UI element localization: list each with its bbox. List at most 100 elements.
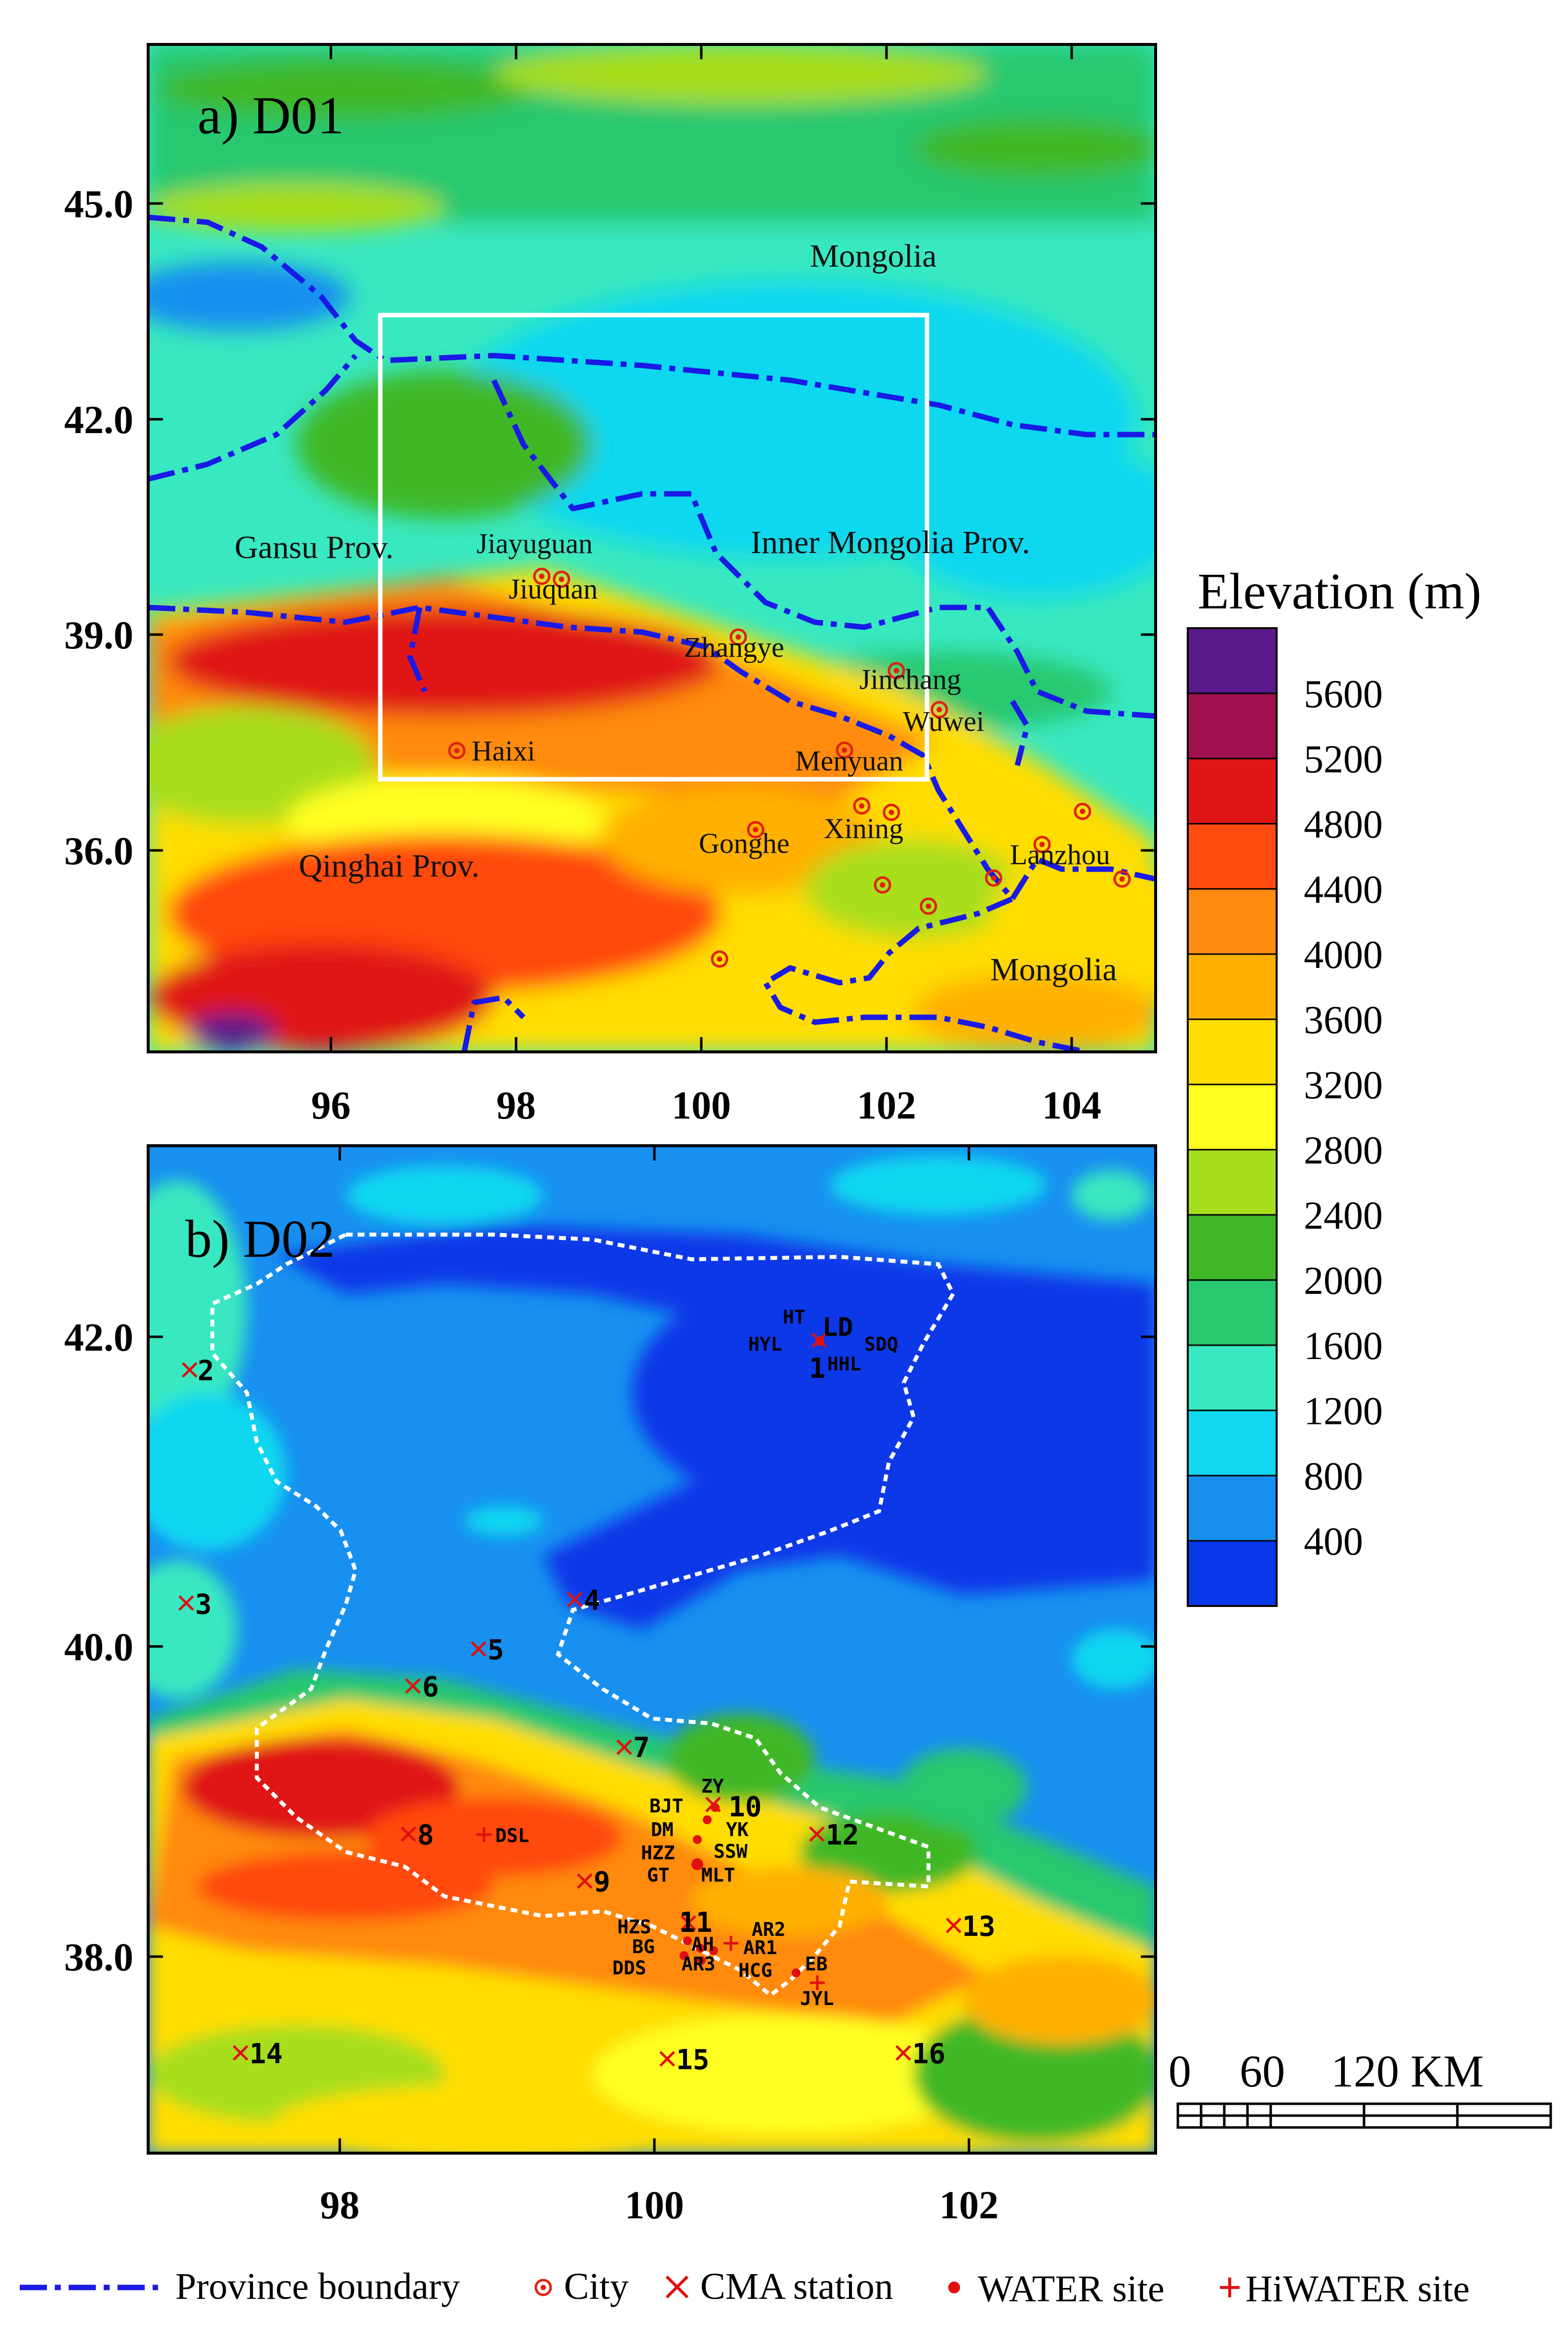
water-site-label: MLT: [701, 1864, 735, 1886]
city-icon: [534, 2279, 552, 2296]
water-site-icon: [680, 1951, 688, 1960]
x-tick-label: 104: [1042, 1084, 1101, 1127]
panel-b-title: b) D02: [185, 1210, 335, 1269]
legend-level-label: 400: [1304, 1520, 1363, 1563]
key-city: City: [564, 2266, 629, 2307]
cma-station-icon: [809, 1826, 825, 1842]
cma-station-label: 10: [728, 1791, 762, 1823]
x-tick-label: 100: [672, 1084, 731, 1127]
cma-station-icon: [665, 2275, 689, 2299]
cma-station-icon: [616, 1739, 632, 1755]
hiwater-site-icon: [724, 1936, 738, 1951]
cma-station-label: 1: [809, 1353, 826, 1385]
legend-swatch: [1187, 953, 1278, 1020]
cma-station-markers: [178, 1332, 962, 2067]
cma-station-icon: [233, 2045, 248, 2061]
water-site-label: HYL: [748, 1333, 782, 1355]
legend-swatch: [1187, 1083, 1278, 1151]
cma-station-label: 2: [198, 1355, 214, 1387]
city-icon: [1074, 802, 1091, 820]
legend-swatch: [1187, 1540, 1278, 1607]
water-site-label: AR3: [682, 1953, 716, 1975]
water-site-label: HZZ: [641, 1842, 675, 1864]
cma-station-icon: [401, 1826, 416, 1842]
legend-labels: 5600 5200 4800 4400 4000 3600 3200 2800 2400 2000…: [1304, 673, 1383, 1563]
hiwater-site-icon: [1220, 2278, 1240, 2297]
hiwater-site-icon: [810, 1975, 825, 1990]
panel-a-map: a) D01 Mongolia Inner Mongolia Prov. Gan…: [64, 43, 1157, 1127]
panel-a-y-axis: [148, 202, 1156, 852]
water-site-markers: [680, 1337, 824, 1977]
legend-swatch: [1187, 692, 1278, 760]
legend-swatch: [1187, 1214, 1278, 1281]
water-site-icon: [696, 1944, 705, 1953]
legend-level-label: 3200: [1304, 1064, 1383, 1107]
cma-station-icon: [182, 1362, 198, 1378]
legend-level-label: 3600: [1304, 999, 1383, 1042]
legend-level-label: 1600: [1304, 1324, 1383, 1368]
cma-station-icon: [659, 2051, 675, 2067]
cma-station-label: 4: [584, 1585, 601, 1617]
legend-level-label: 2000: [1304, 1259, 1383, 1303]
legend-swatch: [1187, 1475, 1278, 1542]
legend-swatch: [1187, 1409, 1278, 1477]
x-tick-label: 98: [320, 2184, 360, 2227]
y-tick-label: 42.0: [64, 399, 133, 442]
cma-station-label: 11: [679, 1907, 712, 1939]
region-label: Qinghai Prov.: [299, 848, 480, 884]
cma-station-icon: [681, 1915, 696, 1931]
city-icon: [747, 821, 764, 839]
y-tick-label: 39.0: [64, 614, 133, 657]
water-site-label: HZS: [617, 1916, 651, 1938]
panel-b-map: b) D02 1 2 3 4 5 6 7 8 9 10: [64, 1144, 1157, 2227]
key-water-site: WATER site: [978, 2268, 1165, 2310]
water-site-icon: [703, 1815, 712, 1824]
water-site-label: GT: [647, 1864, 670, 1886]
city-label: Jinchang: [859, 663, 961, 695]
legend-level-label: 5600: [1304, 673, 1383, 716]
x-tick-label: 100: [625, 2184, 684, 2227]
city-icon: [1033, 836, 1051, 853]
y-tick-label: 45.0: [64, 183, 133, 226]
region-label: Gansu Prov.: [235, 529, 394, 565]
city-icon: [920, 897, 937, 915]
key-cma-station: CMA station: [700, 2266, 893, 2307]
legend-level-label: 2800: [1304, 1129, 1383, 1172]
water-site-label: HT: [783, 1306, 805, 1328]
city-icon: [1113, 870, 1131, 888]
legend-swatch: [1187, 1018, 1278, 1085]
city-icon: [887, 662, 905, 680]
cma-station-icon: [567, 1592, 583, 1607]
panel-b-frame: [147, 1144, 1157, 2155]
cma-station-label: 8: [417, 1819, 434, 1851]
x-tick-label: 102: [857, 1084, 916, 1127]
city-icon: [930, 701, 948, 719]
water-site-label: AH: [691, 1933, 714, 1955]
city-icon: [874, 876, 891, 894]
legend-swatch: [1187, 888, 1278, 955]
water-site-icon: [709, 1946, 718, 1955]
cma-station-icon: [178, 1595, 194, 1611]
legend-color-bar: [1187, 627, 1278, 1607]
key-province-boundary: Province boundary: [175, 2266, 460, 2307]
water-site-icon: [693, 1835, 702, 1844]
water-site-icon: [711, 1803, 720, 1812]
legend-swatch: [1187, 1344, 1278, 1411]
water-site-icon: [683, 1936, 692, 1945]
legend-swatch: [1187, 823, 1278, 890]
water-site-label: SSW: [714, 1841, 748, 1862]
cma-station-label: 13: [962, 1911, 995, 1943]
cma-station-label: 9: [594, 1866, 610, 1898]
legend-frame: [1187, 627, 1278, 1607]
elevation-legend: Elevation (m) 5600 5200 4800 4400 4000 3600 32…: [1187, 563, 1482, 1607]
d02-domain-box: [378, 313, 929, 782]
city-label: Haixi: [472, 735, 535, 767]
legend-title: Elevation (m): [1198, 563, 1482, 620]
water-site-label: LD: [822, 1313, 853, 1342]
panel-a-elevation-shading: [148, 44, 1156, 1052]
panel-b-y-axis: [148, 1335, 1156, 1958]
hiwater-site-label: DSL: [495, 1825, 529, 1846]
water-site-icon: [815, 1337, 824, 1346]
city-label: Jiayuguan: [477, 527, 593, 560]
city-icon: [853, 797, 871, 815]
